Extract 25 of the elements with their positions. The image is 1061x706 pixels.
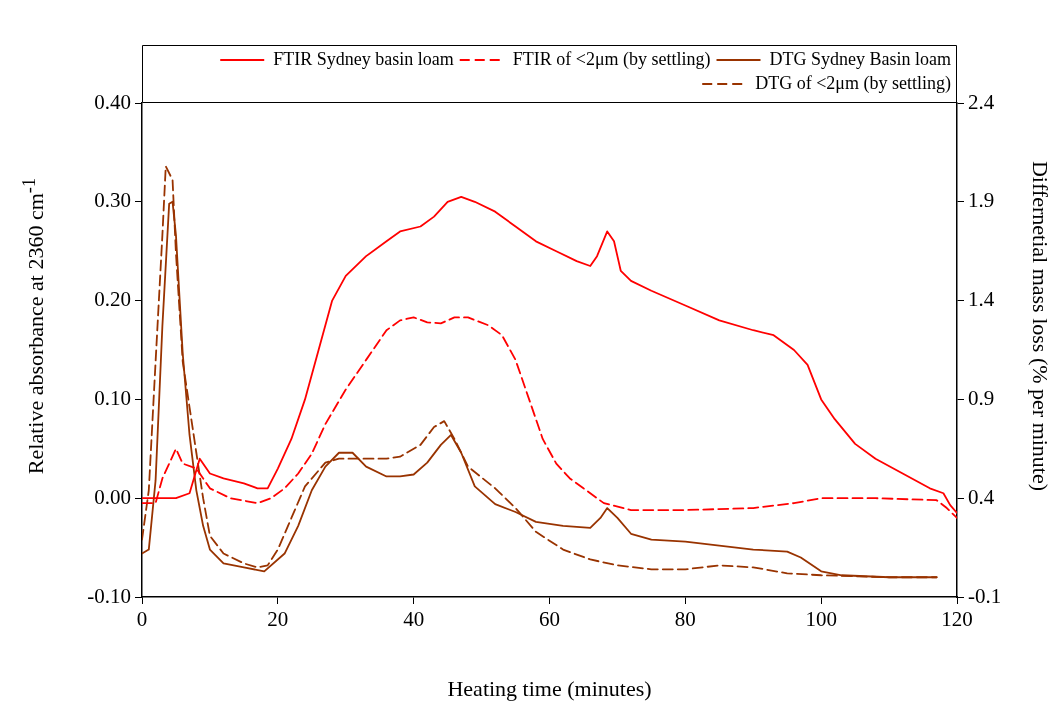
y2-tick-label: 2.4 bbox=[968, 89, 995, 114]
x-tick-label: 120 bbox=[941, 607, 973, 632]
y2-tick-label: 0.9 bbox=[968, 385, 995, 410]
x-tick-label: 100 bbox=[805, 607, 837, 632]
x-tick-label: 0 bbox=[136, 607, 148, 632]
x-axis-title: Heating time (minutes) bbox=[446, 676, 653, 702]
x-tick-label: 60 bbox=[539, 607, 560, 632]
y-tick-label: -0.10 bbox=[87, 583, 131, 608]
y-tick-label: 0.00 bbox=[94, 484, 131, 509]
legend-label: DTG of <2μm (by settling) bbox=[755, 72, 952, 94]
y2-tick-label: 1.9 bbox=[968, 188, 995, 213]
y2-tick-label: 0.4 bbox=[968, 484, 995, 509]
y-tick-label: 0.10 bbox=[94, 385, 131, 410]
legend-label: DTG Sydney Basin loam bbox=[769, 48, 952, 69]
y-tick-label: 0.20 bbox=[94, 287, 131, 312]
x-tick-label: 40 bbox=[403, 607, 425, 632]
y2-axis-title: Differnetial mass loss (% per minute) bbox=[1027, 160, 1053, 492]
legend-label: FTIR of <2μm (by settling) bbox=[512, 48, 711, 70]
y2-tick-label: 1.4 bbox=[968, 287, 995, 312]
x-tick-label: 20 bbox=[267, 607, 289, 632]
y-tick-label: 0.30 bbox=[94, 188, 131, 213]
y-tick-label: 0.40 bbox=[94, 89, 131, 114]
y2-tick-label: -0.1 bbox=[968, 583, 1002, 608]
legend-label: FTIR Sydney basin loam bbox=[273, 48, 454, 69]
x-tick-label: 80 bbox=[674, 607, 696, 632]
